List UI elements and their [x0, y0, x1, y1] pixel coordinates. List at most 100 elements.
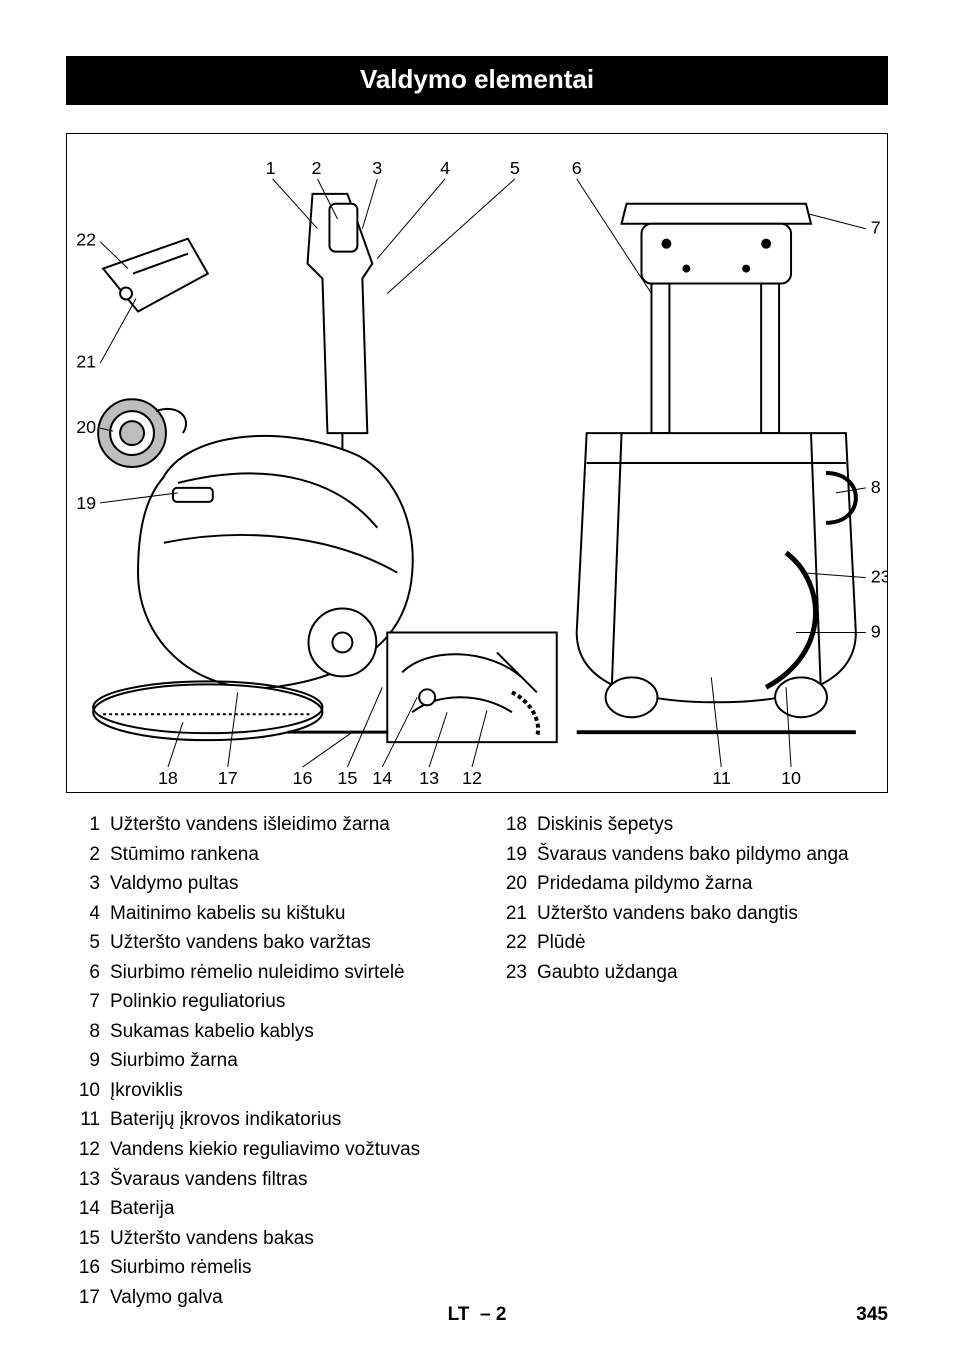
legend-item-label: Polinkio reguliatorius: [110, 988, 461, 1016]
diagram-svg: 1 2 3 4 5 6 7 8 23 9 22: [67, 134, 887, 792]
legend-item-number: 21: [493, 900, 537, 928]
legend-item: 15Užteršto vandens bakas: [66, 1225, 461, 1253]
legend-item: 19Švaraus vandens bako pildymo anga: [493, 841, 888, 869]
hose-coil: [98, 399, 186, 467]
callout-14: 14: [372, 768, 392, 788]
callout-8: 8: [871, 477, 881, 497]
legend-item-label: Siurbimo rėmelio nuleidimo svirtelė: [110, 959, 461, 987]
legend-item-number: 16: [66, 1254, 110, 1282]
legend-item: 23Gaubto uždanga: [493, 959, 888, 987]
callout-11: 11: [712, 768, 731, 788]
legend-item: 13Švaraus vandens filtras: [66, 1166, 461, 1194]
legend-item-number: 9: [66, 1047, 110, 1075]
legend-item-number: 12: [66, 1136, 110, 1164]
callout-4: 4: [440, 158, 450, 178]
legend-item-label: Sukamas kabelio kablys: [110, 1018, 461, 1046]
footer-page-number: 345: [856, 1304, 888, 1326]
legend-item-label: Užteršto vandens bako varžtas: [110, 929, 461, 957]
legend-item-label: Baterija: [110, 1195, 461, 1223]
machine-right: [577, 204, 856, 732]
legend-column-right: 18Diskinis šepetys19Švaraus vandens bako…: [493, 811, 888, 1313]
legend-item-label: Gaubto uždanga: [537, 959, 888, 987]
legend-item: 14Baterija: [66, 1195, 461, 1223]
legend-item-label: Vandens kiekio reguliavimo vožtuvas: [110, 1136, 461, 1164]
legend-item-number: 3: [66, 870, 110, 898]
legend-item-number: 2: [66, 841, 110, 869]
legend-columns: 1Užteršto vandens išleidimo žarna2Stūmim…: [66, 811, 888, 1313]
callout-7: 7: [871, 218, 881, 238]
section-title: Valdymo elementai: [360, 64, 594, 94]
legend-item: 16Siurbimo rėmelis: [66, 1254, 461, 1282]
callout-22: 22: [76, 230, 96, 250]
footer-sep: –: [480, 1304, 491, 1326]
inset-detail: [387, 632, 556, 742]
legend-item: 9Siurbimo žarna: [66, 1047, 461, 1075]
legend-item: 18Diskinis šepetys: [493, 811, 888, 839]
legend-item-number: 4: [66, 900, 110, 928]
page-footer: LT – 2 345: [0, 1304, 954, 1326]
legend-item: 11Baterijų įkrovos indikatorius: [66, 1106, 461, 1134]
callout-20: 20: [76, 417, 96, 437]
legend-item-label: Užteršto vandens bako dangtis: [537, 900, 888, 928]
legend-item-number: 7: [66, 988, 110, 1016]
legend-item-number: 20: [493, 870, 537, 898]
page: Valdymo elementai: [0, 0, 954, 1354]
footer-lang: LT: [448, 1304, 470, 1326]
legend-item-label: Baterijų įkrovos indikatorius: [110, 1106, 461, 1134]
legend-item: 22Plūdė: [493, 929, 888, 957]
callout-6: 6: [572, 158, 582, 178]
callout-17: 17: [218, 768, 238, 788]
legend-item: 1Užteršto vandens išleidimo žarna: [66, 811, 461, 839]
legend-item: 20Pridedama pildymo žarna: [493, 870, 888, 898]
legend-item-label: Įkroviklis: [110, 1077, 461, 1105]
legend-item: 21Užteršto vandens bako dangtis: [493, 900, 888, 928]
callout-9: 9: [871, 621, 881, 641]
legend-item-number: 10: [66, 1077, 110, 1105]
legend-item: 3Valdymo pultas: [66, 870, 461, 898]
legend-item-number: 23: [493, 959, 537, 987]
callout-21: 21: [76, 351, 96, 371]
callout-1: 1: [266, 158, 276, 178]
legend-item-label: Švaraus vandens filtras: [110, 1166, 461, 1194]
legend-item-label: Maitinimo kabelis su kištuku: [110, 900, 461, 928]
legend-item-number: 5: [66, 929, 110, 957]
footer-sub: 2: [496, 1304, 507, 1326]
legend-item-label: Švaraus vandens bako pildymo anga: [537, 841, 888, 869]
legend-item: 5Užteršto vandens bako varžtas: [66, 929, 461, 957]
legend-item-label: Valdymo pultas: [110, 870, 461, 898]
callout-19: 19: [76, 493, 96, 513]
legend-column-left: 1Užteršto vandens išleidimo žarna2Stūmim…: [66, 811, 461, 1313]
legend-item-number: 8: [66, 1018, 110, 1046]
legend-item-label: Užteršto vandens išleidimo žarna: [110, 811, 461, 839]
legend-item-label: Siurbimo žarna: [110, 1047, 461, 1075]
callout-23: 23: [871, 567, 887, 587]
legend-item: 8Sukamas kabelio kablys: [66, 1018, 461, 1046]
legend-item-number: 6: [66, 959, 110, 987]
callout-16: 16: [293, 768, 313, 788]
legend-item: 10Įkroviklis: [66, 1077, 461, 1105]
legend-item-number: 18: [493, 811, 537, 839]
lid-detail: [103, 239, 208, 312]
callout-15: 15: [337, 768, 357, 788]
callout-3: 3: [372, 158, 382, 178]
legend-item: 7Polinkio reguliatorius: [66, 988, 461, 1016]
legend-item-number: 19: [493, 841, 537, 869]
callout-5: 5: [510, 158, 520, 178]
legend-item-number: 22: [493, 929, 537, 957]
legend-item-number: 15: [66, 1225, 110, 1253]
legend-item-number: 13: [66, 1166, 110, 1194]
legend-item-label: Pridedama pildymo žarna: [537, 870, 888, 898]
legend-item: 12Vandens kiekio reguliavimo vožtuvas: [66, 1136, 461, 1164]
legend-item-number: 11: [66, 1106, 110, 1134]
callout-2: 2: [312, 158, 322, 178]
section-header: Valdymo elementai: [66, 56, 888, 105]
legend-item-number: 1: [66, 811, 110, 839]
callout-18: 18: [158, 768, 178, 788]
legend-item: 2Stūmimo rankena: [66, 841, 461, 869]
callout-10: 10: [781, 768, 801, 788]
callout-13: 13: [419, 768, 439, 788]
legend-item-label: Plūdė: [537, 929, 888, 957]
legend-item: 4Maitinimo kabelis su kištuku: [66, 900, 461, 928]
callout-12: 12: [462, 768, 482, 788]
legend-item-label: Diskinis šepetys: [537, 811, 888, 839]
